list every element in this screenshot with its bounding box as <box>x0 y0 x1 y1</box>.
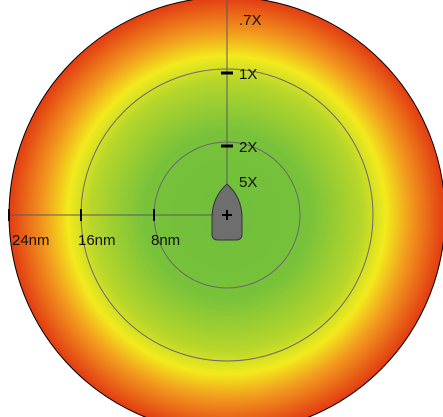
zoom-label-2x: 2X <box>239 139 257 156</box>
range-label-8nm: 8nm <box>151 232 180 249</box>
zoom-label-5x: 5X <box>239 174 257 191</box>
zoom-label-1x: 1X <box>239 66 257 83</box>
range-label-24nm: 24nm <box>12 232 50 249</box>
zoom-label-07x: .7X <box>239 12 262 29</box>
range-label-16nm: 16nm <box>78 232 116 249</box>
